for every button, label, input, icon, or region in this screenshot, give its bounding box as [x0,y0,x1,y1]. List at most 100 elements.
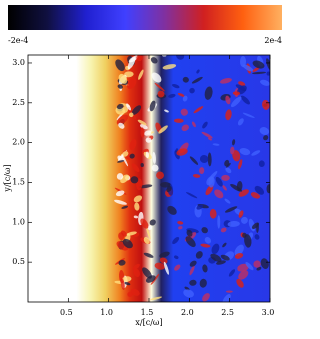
texture [232,91,241,96]
texture [177,221,184,225]
texture [234,252,244,259]
texture [180,108,188,116]
texture [150,296,163,301]
figure: x/[c/ω] y/[c/ω] -2e-4 2e-4 0.5 1.0 1.5 2.0 2.5… [3,5,282,327]
texture [245,261,254,271]
texture [217,215,221,229]
texture [239,148,251,156]
texture [252,67,260,72]
texture [212,143,220,146]
texture [154,262,166,270]
texture [260,79,270,86]
texture [241,216,248,224]
texture [158,125,168,134]
texture [226,162,231,168]
texture [176,55,185,60]
texture [181,124,189,132]
texture [166,186,172,193]
texture [266,71,270,76]
texture [133,215,139,219]
texture [189,265,195,276]
texture [117,84,123,89]
texture [136,55,143,62]
texture [167,205,177,215]
texture [225,167,232,174]
texture [137,119,147,126]
texture [195,251,203,259]
texture [171,83,180,89]
texture [193,106,204,114]
texture [238,81,246,87]
texture [221,174,230,181]
texture [199,155,209,163]
texture [124,71,134,78]
texture [240,55,247,68]
texture [186,229,193,237]
texture [144,130,152,136]
texture [115,106,126,115]
texture [177,92,185,97]
texture [163,261,169,275]
texture [207,152,212,167]
texture [266,58,270,71]
texture [199,167,205,174]
texture [116,160,125,163]
texture [182,95,188,102]
texture [206,176,214,186]
texture [242,64,254,72]
texture [250,192,261,199]
texture [116,103,124,110]
texture [207,137,212,141]
texture [146,226,151,240]
texture [230,96,242,108]
texture [200,243,211,248]
texture [204,236,212,244]
texture [266,184,270,194]
texture [251,150,261,156]
texture [234,244,244,256]
texture [260,258,269,269]
colorbar [8,5,282,30]
texture [139,184,153,189]
texture [254,185,265,195]
texture [219,78,232,84]
texture [263,135,269,141]
texture [209,208,217,219]
texture [133,268,140,278]
texture [126,103,131,111]
texture [252,60,265,69]
texture [258,160,265,168]
texture [228,269,236,277]
texture [122,276,132,282]
texture [160,182,171,188]
texture [232,150,241,162]
texture [237,118,244,126]
texture [149,100,156,112]
texture [202,121,208,129]
texture [238,210,244,218]
texture [191,76,203,84]
texture [116,114,129,125]
texture [129,139,137,151]
texture [241,95,250,105]
texture [127,291,133,298]
texture [204,86,213,100]
texture [238,159,243,170]
texture [254,234,260,240]
texture [121,205,128,209]
texture [224,206,238,213]
texture [189,260,197,267]
texture [202,264,208,273]
texture [154,82,165,92]
texture [220,254,230,261]
texture [220,227,227,233]
texture [189,279,197,286]
texture [132,263,140,270]
texture [182,76,189,83]
texture [143,237,150,244]
texture [152,151,156,164]
texture [133,195,143,203]
texture [116,173,124,180]
texture [120,278,125,290]
texture [145,151,149,159]
